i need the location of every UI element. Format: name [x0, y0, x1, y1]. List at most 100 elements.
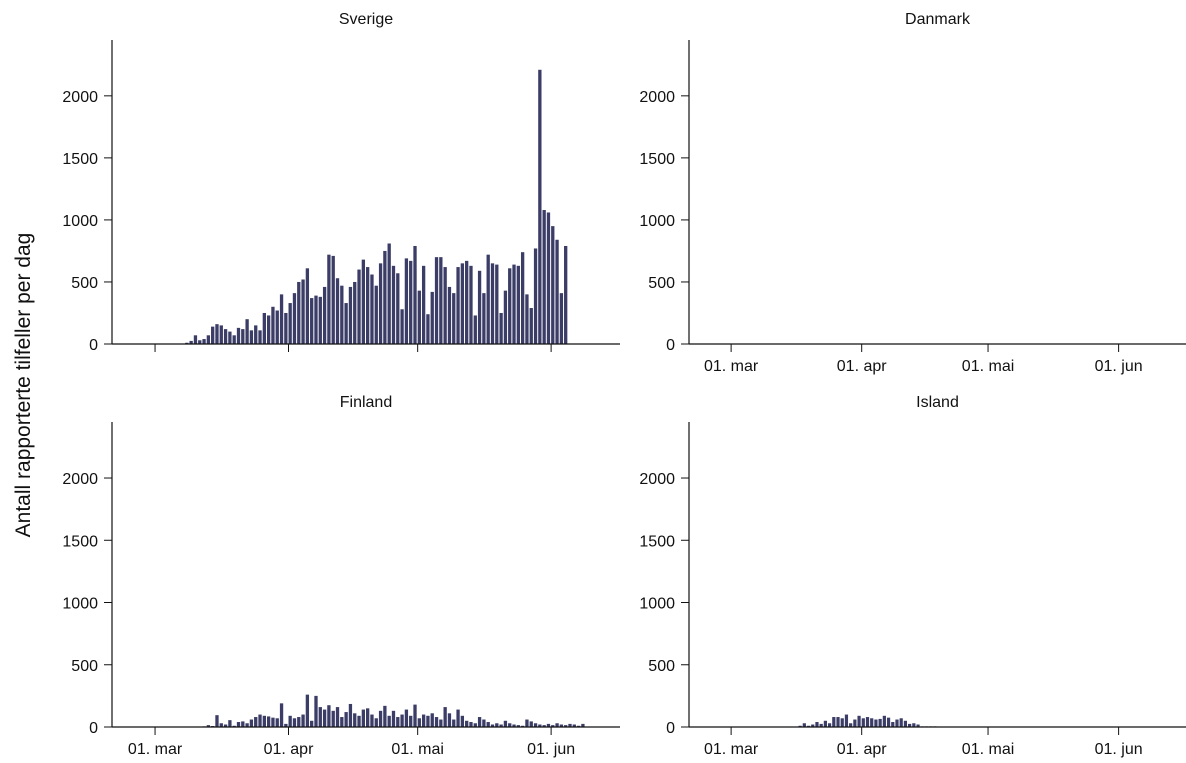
bar: [903, 720, 908, 727]
bar: [391, 710, 396, 727]
bar: [353, 713, 357, 727]
bar: [486, 722, 490, 727]
y-tick-label: 2000: [62, 89, 98, 106]
bar: [236, 722, 241, 727]
bar: [798, 725, 802, 727]
x-tick-label: 01. jun: [1095, 741, 1143, 758]
bar: [189, 340, 193, 344]
bar: [404, 709, 409, 727]
y-tick-label: 2000: [639, 471, 675, 488]
bar: [292, 718, 297, 727]
bar: [206, 725, 211, 727]
bar: [490, 263, 495, 344]
bar: [262, 312, 266, 344]
bar: [490, 724, 495, 727]
bar: [228, 720, 232, 727]
bar: [559, 293, 564, 344]
y-tick-label: 500: [71, 658, 98, 675]
bar: [241, 721, 245, 727]
bar: [391, 265, 396, 344]
bar: [340, 285, 344, 344]
bar: [357, 269, 361, 344]
panel-island: Island 0 500 1000 1500 2000 01. mar 01. apr 01. …: [639, 394, 1186, 758]
bar: [400, 309, 404, 344]
bar: [245, 319, 249, 344]
bar: [266, 315, 271, 344]
y-tick-label: 500: [648, 658, 675, 675]
bar: [581, 723, 585, 727]
bar: [370, 274, 374, 344]
bar: [477, 717, 482, 727]
y-tick-label: 500: [71, 275, 98, 292]
y-tick-label: 0: [89, 337, 98, 354]
bar: [404, 258, 409, 344]
bar: [555, 723, 559, 727]
bar: [874, 719, 878, 727]
bar: [520, 725, 525, 727]
bar: [288, 303, 292, 344]
bar: [832, 717, 836, 727]
bar: [836, 717, 840, 727]
bar: [378, 710, 383, 727]
bar: [310, 720, 314, 727]
bar: [499, 312, 503, 344]
y-tick-label: 1000: [639, 596, 675, 613]
bar: [409, 715, 413, 727]
bar: [387, 243, 391, 344]
y-axis-label: Antall rapporterte tilfeller per dag: [12, 232, 35, 538]
bar: [512, 264, 516, 344]
y-tick-label: 1000: [62, 596, 98, 613]
bar: [327, 254, 331, 344]
x-tick-label: 01. jun: [1095, 358, 1143, 375]
bar: [348, 286, 353, 344]
bar: [383, 705, 387, 727]
bar: [452, 719, 456, 727]
bar: [266, 716, 271, 727]
y-tick-label: 1000: [639, 213, 675, 230]
bar: [823, 720, 827, 727]
bar: [542, 725, 546, 727]
bar: [546, 212, 551, 344]
bar: [417, 718, 421, 727]
bar: [844, 714, 849, 727]
x-tick-label: 01. jun: [527, 741, 575, 758]
bar: [899, 718, 903, 727]
bar: [533, 723, 538, 727]
bar: [310, 298, 314, 344]
bar: [891, 722, 895, 727]
bar: [568, 723, 572, 727]
bar: [508, 268, 512, 344]
bar: [456, 267, 460, 344]
bar: [409, 260, 413, 344]
bar: [223, 329, 228, 344]
bar: [357, 715, 361, 727]
x-tick-label: 01. mai: [962, 741, 1014, 758]
bar: [538, 724, 542, 727]
bar: [421, 265, 426, 344]
bar: [542, 209, 546, 344]
bar: [284, 312, 288, 344]
bar: [378, 263, 383, 344]
bar: [396, 273, 400, 344]
bar: [555, 239, 559, 344]
bar: [340, 717, 344, 727]
panel-danmark: Danmark 0 500 1000 1500 2000 01. mar 01. apr 01.…: [639, 11, 1186, 375]
bar: [421, 714, 426, 727]
bar: [279, 703, 284, 727]
bar: [503, 720, 508, 727]
y-tick-label: 2000: [639, 89, 675, 106]
panel-title: Sverige: [339, 11, 393, 28]
y-tick-label: 2000: [62, 471, 98, 488]
bar: [254, 325, 258, 344]
bar: [335, 707, 340, 727]
panel-title: Danmark: [905, 11, 971, 28]
bar: [895, 719, 899, 727]
bar: [245, 723, 249, 727]
bar: [452, 293, 456, 344]
bar: [430, 291, 434, 344]
bar: [520, 252, 525, 344]
bar: [223, 724, 228, 727]
bar: [241, 329, 245, 344]
bar: [211, 326, 215, 344]
bar: [916, 724, 920, 727]
